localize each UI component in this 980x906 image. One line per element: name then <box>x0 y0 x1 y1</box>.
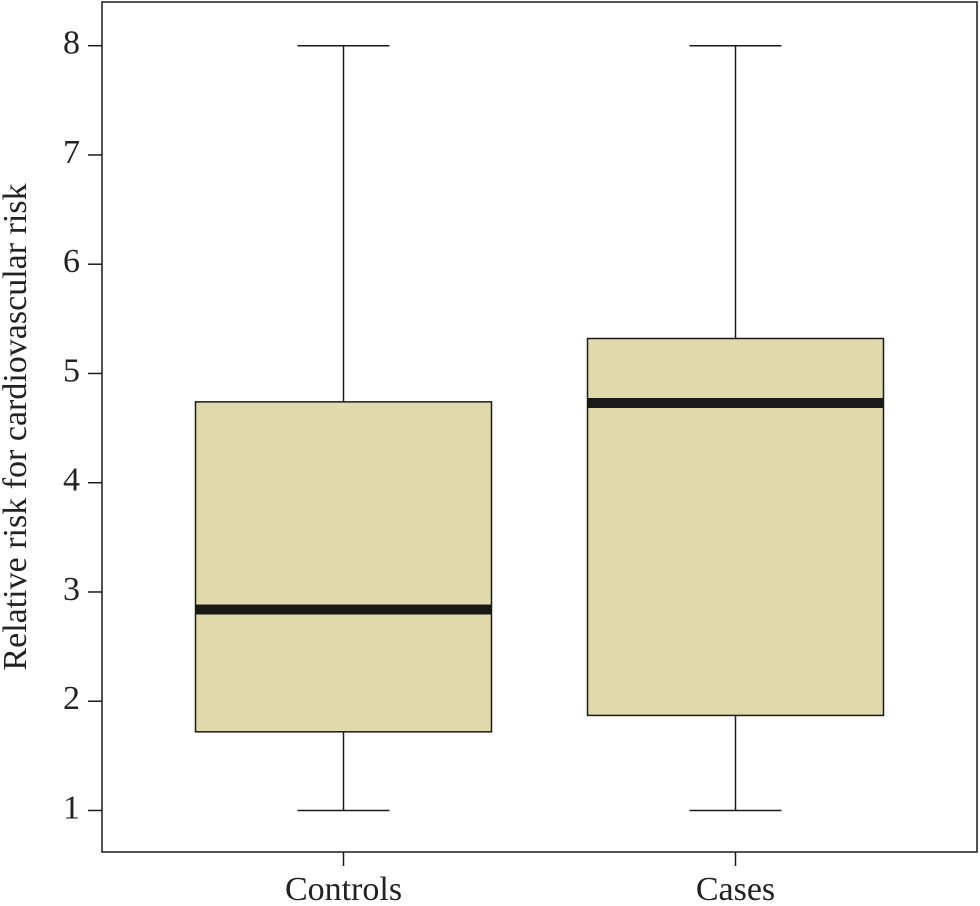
x-tick-label: Controls <box>285 871 402 906</box>
y-tick-label: 3 <box>63 571 80 608</box>
y-tick-label: 8 <box>63 24 80 61</box>
box <box>586 337 885 717</box>
box <box>194 401 493 733</box>
y-tick-label: 7 <box>63 134 80 171</box>
x-tick-label: Cases <box>696 871 775 906</box>
y-axis-label: Relative risk for cardiovascular risk <box>0 183 34 670</box>
y-tick-label: 2 <box>63 680 80 717</box>
y-tick-label: 4 <box>63 462 80 499</box>
y-tick-label: 1 <box>63 789 80 826</box>
plot-frame <box>101 1 978 853</box>
y-tick-label: 5 <box>63 352 80 389</box>
y-tick-label: 6 <box>63 243 80 280</box>
